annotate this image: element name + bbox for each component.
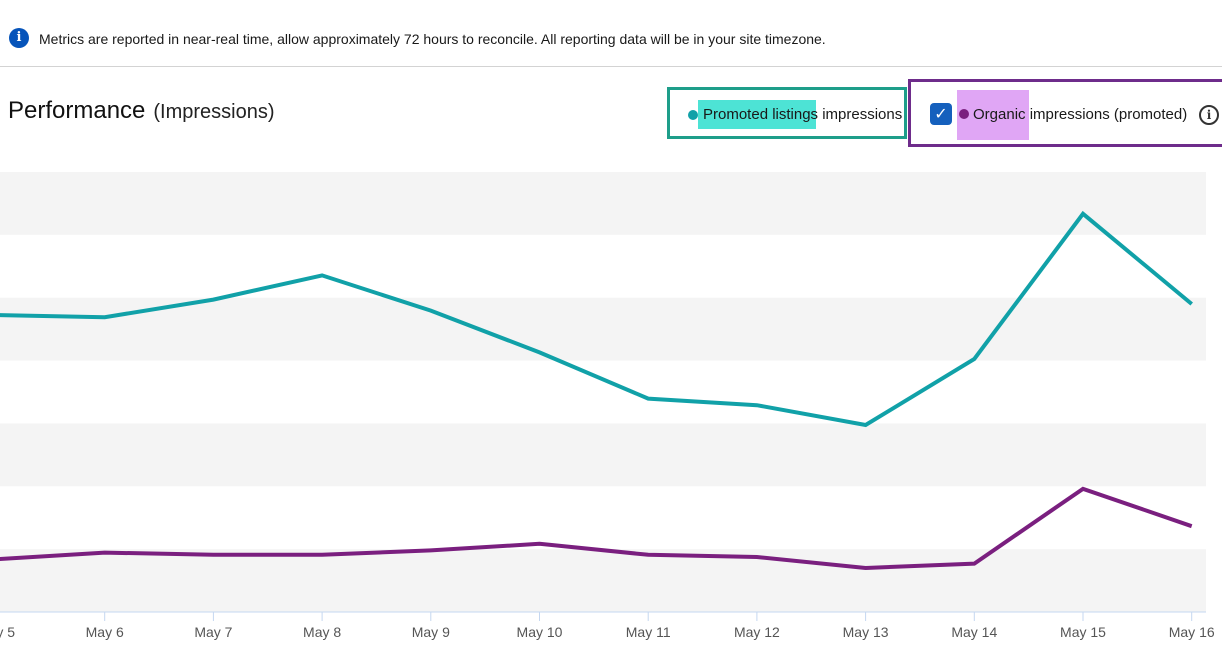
organic-checkbox[interactable]: ✓ — [930, 103, 952, 125]
x-tick-label: May 14 — [951, 624, 997, 640]
legend-organic-highlight — [957, 90, 1029, 140]
chart-title: Performance — [8, 97, 146, 124]
grid-band — [0, 423, 1206, 487]
series-line-organic — [0, 486, 1193, 571]
x-tick-label: May 5 — [0, 624, 15, 640]
x-tick-label: May 6 — [86, 624, 124, 640]
x-tick-label: May 9 — [412, 624, 450, 640]
promoted-dot-icon — [688, 110, 698, 120]
x-tick-label: May 10 — [517, 624, 563, 640]
x-tick-label: May 15 — [1060, 624, 1106, 640]
legend-organic[interactable]: ✓ Organic impressions (promoted) i — [908, 79, 1222, 147]
info-circle-icon[interactable]: i — [1199, 105, 1219, 125]
info-banner: i Metrics are reported in near-real time… — [0, 0, 1222, 67]
legend-promoted-highlight — [698, 100, 816, 129]
series-line-promoted — [0, 210, 1193, 428]
info-banner-text: Metrics are reported in near-real time, … — [39, 31, 826, 47]
grid-band — [0, 549, 1206, 612]
page-title: Performance (Impressions) — [8, 97, 275, 125]
info-icon: i — [9, 28, 29, 48]
grid-band — [0, 172, 1206, 235]
legend-promoted[interactable]: Promoted listings impressions — [667, 87, 907, 139]
organic-dot-icon — [959, 109, 969, 119]
x-tick-label: May 11 — [626, 624, 671, 640]
legend-promoted-label: Promoted listings impressions — [703, 106, 903, 123]
grid-band — [0, 297, 1206, 361]
x-tick-label: May 13 — [843, 624, 889, 640]
x-tick-label: May 12 — [734, 624, 780, 640]
legend-organic-label: Organic impressions (promoted) — [973, 106, 1188, 123]
x-tick-label: May 8 — [303, 624, 341, 640]
chart-subtitle: (Impressions) — [153, 101, 275, 123]
x-tick-label: May 7 — [194, 624, 232, 640]
x-tick-label: May 16 — [1169, 624, 1215, 640]
